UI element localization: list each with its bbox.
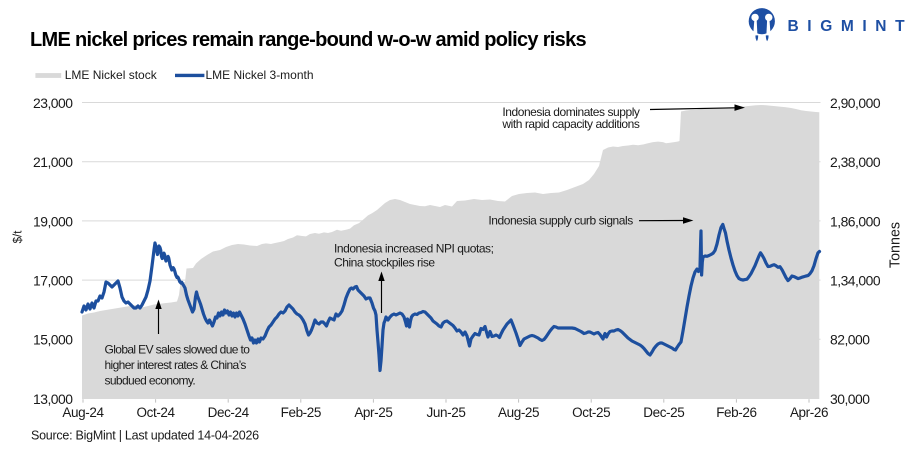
svg-text:Global EV sales slowed due to: Global EV sales slowed due to <box>105 343 251 357</box>
svg-text:Apr-25: Apr-25 <box>354 405 392 420</box>
svg-text:2,90,000: 2,90,000 <box>830 95 881 111</box>
svg-text:Dec-25: Dec-25 <box>643 405 684 420</box>
svg-text:Oct-24: Oct-24 <box>137 405 176 420</box>
svg-text:Oct-25: Oct-25 <box>572 405 610 420</box>
svg-text:15,000: 15,000 <box>33 332 73 348</box>
svg-text:21,000: 21,000 <box>33 154 73 170</box>
svg-text:Tonnes: Tonnes <box>888 222 904 268</box>
svg-text:19,000: 19,000 <box>33 213 73 229</box>
svg-text:Aug-25: Aug-25 <box>498 405 539 420</box>
svg-text:with rapid capacity additions: with rapid capacity additions <box>501 117 639 131</box>
svg-text:China stockpiles rise: China stockpiles rise <box>334 256 435 270</box>
svg-text:30,000: 30,000 <box>830 391 870 407</box>
svg-text:LME Nickel stock: LME Nickel stock <box>65 68 158 82</box>
svg-text:higher interest rates & China’: higher interest rates & China’s <box>105 358 247 372</box>
svg-text:Feb-26: Feb-26 <box>716 405 756 420</box>
svg-text:Dec-24: Dec-24 <box>208 405 250 420</box>
svg-text:LME Nickel 3-month: LME Nickel 3-month <box>206 68 314 82</box>
svg-text:2,38,000: 2,38,000 <box>830 154 881 170</box>
svg-text:subdued economy.: subdued economy. <box>105 374 196 388</box>
svg-text:1,86,000: 1,86,000 <box>830 213 881 229</box>
svg-text:82,000: 82,000 <box>830 332 870 348</box>
svg-text:Indonesia supply curb signals: Indonesia supply curb signals <box>488 213 633 227</box>
svg-text:Apr-26: Apr-26 <box>790 405 828 420</box>
svg-text:LME nickel prices remain range: LME nickel prices remain range-bound w-o… <box>30 29 586 51</box>
svg-text:Jun-25: Jun-25 <box>427 405 466 420</box>
svg-text:Feb-25: Feb-25 <box>281 405 321 420</box>
svg-text:13,000: 13,000 <box>33 391 73 407</box>
svg-text:17,000: 17,000 <box>33 273 73 289</box>
svg-text:Aug-24: Aug-24 <box>62 405 104 420</box>
svg-text:1,34,000: 1,34,000 <box>830 273 881 289</box>
svg-text:Indonesia dominates supply: Indonesia dominates supply <box>502 105 640 119</box>
svg-text:23,000: 23,000 <box>33 95 73 111</box>
svg-text:Indonesia increased NPI quotas: Indonesia increased NPI quotas; <box>334 242 494 256</box>
svg-text:BIGMINT: BIGMINT <box>788 18 913 35</box>
svg-text:Source: BigMint | Last updated: Source: BigMint | Last updated 14-04-202… <box>31 428 259 442</box>
svg-text:$/t: $/t <box>13 230 25 244</box>
